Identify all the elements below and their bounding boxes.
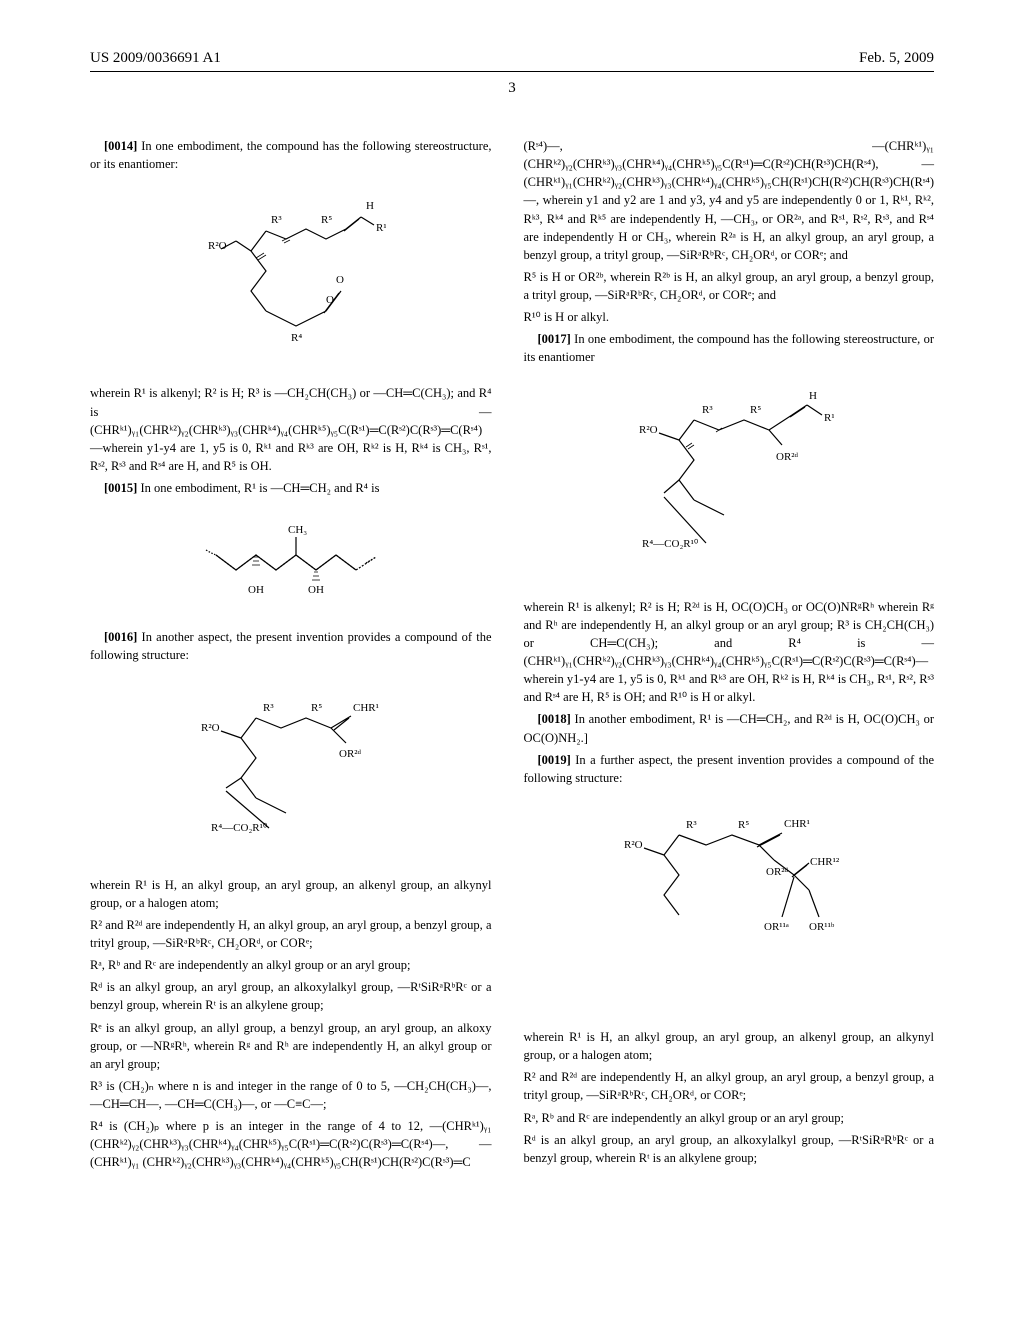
svg-text:H: H	[366, 200, 374, 212]
svg-text:R⁵: R⁵	[321, 214, 332, 226]
structure-figure-2: CH₃ OH OH	[90, 515, 492, 610]
svg-text:OR²ᵈ: OR²ᵈ	[776, 451, 799, 463]
svg-text:R¹: R¹	[824, 412, 834, 424]
svg-text:CHR¹: CHR¹	[784, 818, 810, 830]
para-0017-wherein: wherein R¹ is alkenyl; R² is H; R²ᵈ is H…	[524, 598, 935, 707]
content-columns: [0014] In one embodiment, the compound h…	[90, 137, 934, 1176]
svg-text:R⁵: R⁵	[311, 702, 322, 714]
para-text: In one embodiment, the compound has the …	[524, 332, 935, 364]
def-rabcb: Rᵃ, Rᵇ and Rᶜ are independently an alkyl…	[524, 1109, 935, 1127]
svg-text:R³: R³	[686, 819, 697, 831]
def-r2b: R² and R²ᵈ are independently H, an alkyl…	[524, 1068, 935, 1104]
def-rd: Rᵈ is an alkyl group, an aryl group, an …	[90, 978, 492, 1014]
page-header: US 2009/0036691 A1 Feb. 5, 2009	[90, 50, 934, 72]
para-num: [0015]	[104, 481, 137, 495]
svg-text:R³: R³	[263, 702, 274, 714]
svg-text:R⁵: R⁵	[750, 404, 761, 416]
svg-text:R⁵: R⁵	[738, 819, 749, 831]
para-num: [0019]	[538, 753, 571, 767]
def-rabc: Rᵃ, Rᵇ and Rᶜ are independently an alkyl…	[90, 956, 492, 974]
patent-id: US 2009/0036691 A1	[90, 50, 221, 67]
para-num: [0016]	[104, 630, 137, 644]
svg-text:H: H	[809, 390, 817, 402]
cont-2: R⁵ is H or OR²ᵇ, wherein R²ᵇ is H, an al…	[524, 268, 935, 304]
para-0014: [0014] In one embodiment, the compound h…	[90, 137, 492, 173]
cont-3: R¹⁰ is H or alkyl.	[524, 308, 935, 326]
para-0014-wherein: wherein R¹ is alkenyl; R² is H; R³ is —C…	[90, 384, 492, 475]
para-text: In one embodiment, the compound has the …	[90, 139, 492, 171]
svg-text:R²O: R²O	[208, 240, 227, 252]
para-num: [0018]	[538, 712, 571, 726]
svg-text:R²O: R²O	[624, 839, 643, 851]
svg-text:OR²ᵈ: OR²ᵈ	[766, 866, 789, 878]
def-r4: R⁴ is (CH₂)ₚ where p is an integer in th…	[90, 1117, 492, 1171]
svg-text:R⁴—CO₂R¹⁰: R⁴—CO₂R¹⁰	[211, 822, 268, 834]
structure-figure-1: R²O R³ R⁵ H R¹ O R⁴ O	[90, 191, 492, 366]
svg-text:OH: OH	[248, 584, 264, 596]
para-0019: [0019] In a further aspect, the present …	[524, 751, 935, 787]
svg-text:OR¹¹ᵃ: OR¹¹ᵃ	[764, 921, 789, 933]
para-0017: [0017] In one embodiment, the compound h…	[524, 330, 935, 366]
right-column: (Rˢ⁴)—, —(CHRᵏ¹)ᵧ₁ (CHRᵏ²)ᵧ₂(CHRᵏ³)ᵧ₃(CH…	[524, 137, 935, 1176]
svg-text:CHR¹: CHR¹	[353, 702, 379, 714]
svg-text:R³: R³	[271, 214, 282, 226]
def-rdb: Rᵈ is an alkyl group, an aryl group, an …	[524, 1131, 935, 1167]
svg-text:R⁴: R⁴	[291, 332, 302, 344]
svg-text:R³: R³	[702, 404, 713, 416]
structure-figure-4: R²O R³ R⁵ H R¹ OR²ᵈ R⁴—CO₂R¹⁰	[524, 385, 935, 580]
svg-text:OH: OH	[308, 584, 324, 596]
patent-date: Feb. 5, 2009	[859, 50, 934, 67]
svg-text:R²O: R²O	[639, 424, 658, 436]
left-column: [0014] In one embodiment, the compound h…	[90, 137, 492, 1176]
def-r1b: wherein R¹ is H, an alkyl group, an aryl…	[524, 1028, 935, 1064]
para-text: In another embodiment, R¹ is —CH═CH₂, an…	[524, 712, 935, 744]
para-0016: [0016] In another aspect, the present in…	[90, 628, 492, 664]
para-num: [0014]	[104, 139, 137, 153]
cont-1: (Rˢ⁴)—, —(CHRᵏ¹)ᵧ₁ (CHRᵏ²)ᵧ₂(CHRᵏ³)ᵧ₃(CH…	[524, 137, 935, 264]
svg-text:R¹: R¹	[376, 222, 386, 234]
svg-text:CH₃: CH₃	[288, 524, 307, 536]
def-re: Rᵉ is an alkyl group, an allyl group, a …	[90, 1019, 492, 1073]
para-text: In another aspect, the present invention…	[90, 630, 492, 662]
structure-figure-5: R²O R³ R⁵ CHR¹ OR²ᵈ CHR¹² OR¹¹ᵃ OR¹¹ᵇ	[524, 805, 935, 1010]
svg-text:R⁴—CO₂R¹⁰: R⁴—CO₂R¹⁰	[642, 538, 699, 550]
svg-text:O: O	[336, 274, 344, 286]
para-text: In one embodiment, R¹ is —CH═CH₂ and R⁴ …	[140, 481, 379, 495]
para-num: [0017]	[538, 332, 571, 346]
para-0015: [0015] In one embodiment, R¹ is —CH═CH₂ …	[90, 479, 492, 497]
para-0018: [0018] In another embodiment, R¹ is —CH═…	[524, 710, 935, 746]
svg-text:O: O	[326, 294, 334, 306]
structure-figure-3: R²O R³ R⁵ CHR¹ OR²ᵈ R⁴—CO₂R¹⁰	[90, 683, 492, 858]
svg-text:OR¹¹ᵇ: OR¹¹ᵇ	[809, 921, 835, 933]
para-text: In a further aspect, the present inventi…	[524, 753, 935, 785]
def-r3: R³ is (CH₂)ₙ where n is and integer in t…	[90, 1077, 492, 1113]
svg-text:CHR¹²: CHR¹²	[810, 856, 840, 868]
page-number: 3	[90, 80, 934, 97]
def-r1: wherein R¹ is H, an alkyl group, an aryl…	[90, 876, 492, 912]
svg-text:OR²ᵈ: OR²ᵈ	[339, 748, 362, 760]
svg-text:R²O: R²O	[201, 722, 220, 734]
def-r2: R² and R²ᵈ are independently H, an alkyl…	[90, 916, 492, 952]
